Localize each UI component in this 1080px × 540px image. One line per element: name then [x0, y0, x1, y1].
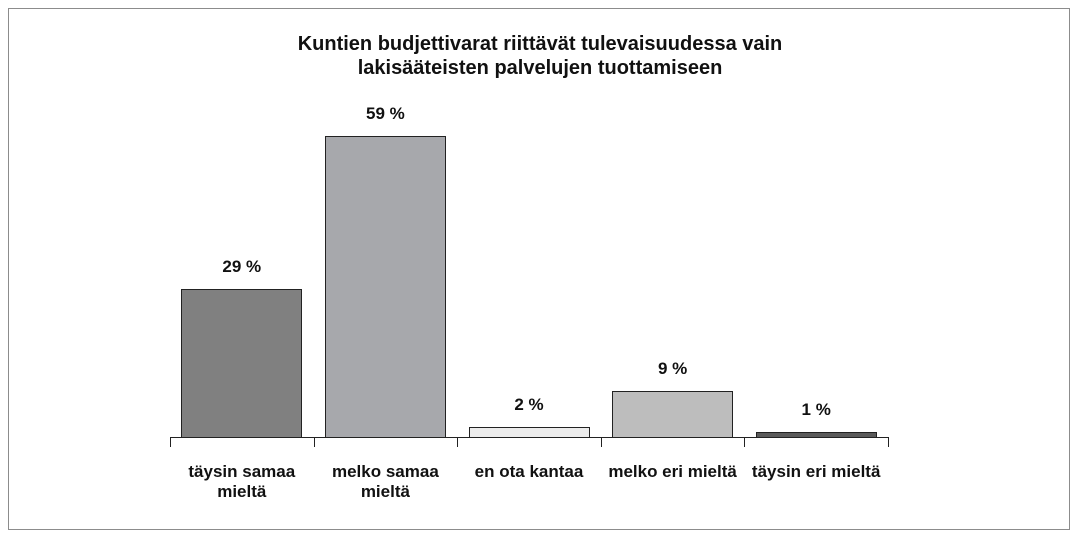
bar	[612, 391, 734, 438]
x-tick-label: täysin eri mieltä	[751, 462, 881, 481]
chart-title: Kuntien budjettivarat riittävät tulevais…	[297, 33, 783, 79]
chart-frame	[8, 8, 1070, 530]
x-tick	[457, 437, 459, 447]
bar	[468, 426, 590, 438]
value-label: 59 %	[366, 104, 405, 123]
x-tick-label: melko eri mieltä	[608, 462, 737, 481]
x-tick-label: en ota kantaa	[474, 462, 584, 481]
x-tick	[888, 437, 889, 447]
x-tick	[744, 437, 746, 447]
x-tick	[600, 437, 602, 447]
value-label: 29 %	[222, 257, 262, 277]
value-label: 1 %	[801, 399, 831, 419]
bar	[324, 136, 446, 438]
x-tick	[313, 437, 315, 447]
x-tick-label: täysin samaa mieltä	[188, 462, 296, 501]
value-label: 9 %	[657, 359, 688, 379]
bar	[181, 289, 303, 438]
x-tick	[170, 437, 171, 447]
x-tick-label: melko samaa mieltä	[331, 462, 439, 501]
value-label: 2 %	[514, 394, 544, 414]
bar	[755, 431, 877, 438]
